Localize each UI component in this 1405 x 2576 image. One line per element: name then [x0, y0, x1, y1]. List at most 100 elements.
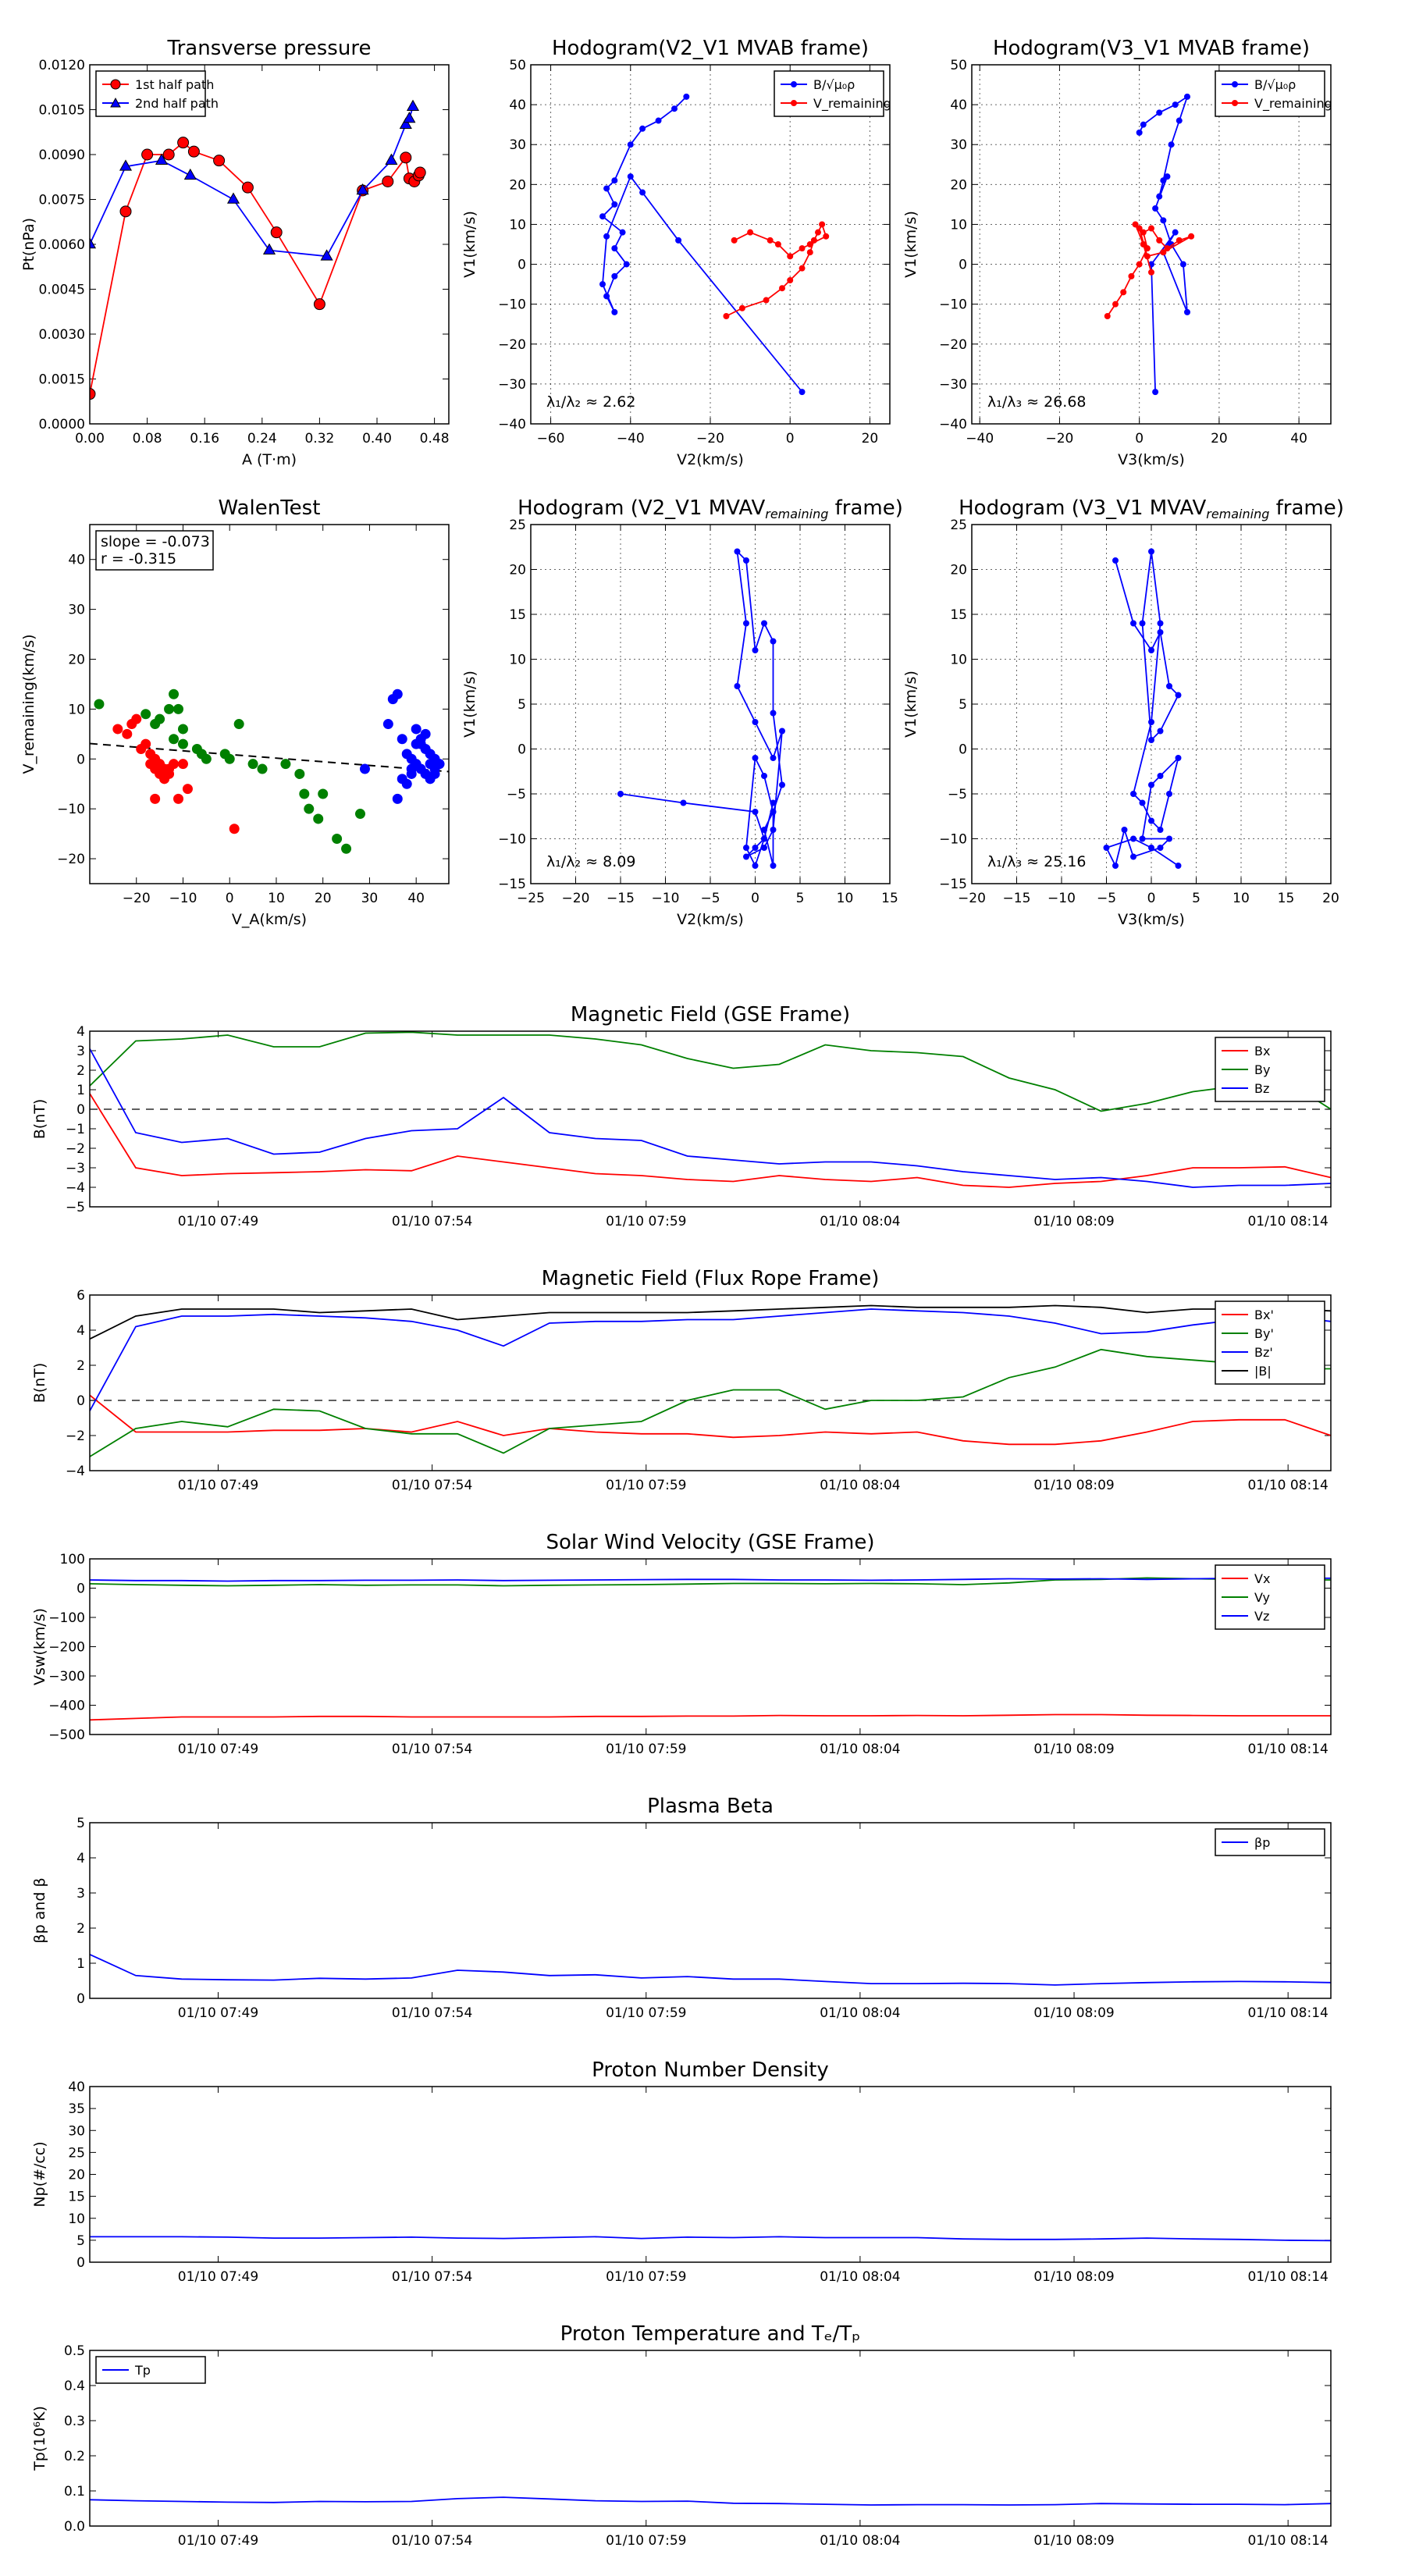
series-0-point — [1175, 692, 1182, 699]
walen-point-group-1 — [341, 843, 352, 854]
y-tick-label: −2 — [66, 1141, 85, 1157]
y-tick-label: 40 — [509, 98, 526, 113]
walen-point-group-1 — [280, 759, 291, 770]
walen-point-group-0 — [164, 763, 175, 774]
walen-point-group-0 — [112, 724, 123, 735]
series-v-remaining-point — [1144, 253, 1151, 260]
y-tick-label: 15 — [68, 2190, 85, 2205]
y-tick-label: 0.4 — [64, 2379, 85, 2394]
y-axis-label: Vsw(km/s) — [31, 1608, 48, 1685]
x-tick-label: 10 — [1232, 891, 1250, 906]
panel-proton-number-density: Proton Number Density 01/10 07:49 01/10 07… — [31, 2058, 1332, 2285]
panel-title: WalenTest — [219, 496, 321, 520]
series-b-point — [623, 261, 630, 268]
series-0-point — [761, 835, 767, 842]
panel-title: Proton Number Density — [592, 2058, 829, 2082]
series-v-remaining-point — [731, 237, 738, 244]
x-tick-label: 01/10 08:09 — [1033, 1214, 1114, 1229]
y-tick-label: 0.0030 — [39, 327, 85, 343]
series-0-point — [1130, 791, 1136, 797]
x-axis-label: V3(km/s) — [1118, 451, 1185, 468]
x-tick-label: 01/10 07:59 — [606, 1478, 686, 1493]
series-0-point — [1157, 845, 1164, 851]
y-tick-label: 40 — [68, 553, 85, 568]
series-b-point — [627, 173, 634, 180]
y-tick-label: 3 — [76, 1886, 85, 1902]
y-tick-label: 2 — [76, 1063, 85, 1079]
walen-point-group-0 — [159, 774, 170, 785]
plot-area — [90, 1577, 1331, 1721]
x-tick-label: 01/10 07:59 — [606, 2005, 686, 2021]
y-tick-label: 0 — [76, 1991, 85, 2007]
series-1st-half-path-marker — [313, 298, 325, 311]
legend-label: 2nd half path — [135, 96, 219, 111]
series-0-line — [1105, 551, 1180, 868]
series-b-point — [1160, 217, 1167, 224]
x-axis-label: V3(km/s) — [1118, 911, 1185, 928]
series-v-remaining-point — [763, 297, 770, 304]
series-0-point — [770, 809, 777, 815]
series-1st-half-path-marker — [119, 205, 132, 218]
series-0-point — [1148, 548, 1154, 555]
series-2nd-half-path-marker — [385, 153, 398, 165]
series-0-point — [1157, 773, 1164, 779]
x-tick-label: 01/10 08:14 — [1247, 1214, 1328, 1229]
series-v-remaining-point — [1176, 237, 1183, 244]
walen-point-group-1 — [257, 763, 268, 774]
y-tick-label: 25 — [509, 518, 526, 533]
panel-magnetic-field-gse: Magnetic Field (GSE Frame) 01/10 07:49 01/… — [31, 1003, 1332, 1229]
axes-frame — [89, 2350, 1332, 2527]
series-2nd-half-path-marker — [90, 237, 97, 249]
series-0-line — [90, 2236, 1331, 2242]
series-b-point — [611, 201, 618, 208]
walen-point-group-1 — [177, 724, 188, 735]
series-0-point — [1103, 845, 1110, 851]
x-tick-label: 0.16 — [190, 431, 219, 447]
walen-point-group-2 — [397, 774, 407, 785]
series-0-point — [1148, 719, 1154, 725]
plot-area — [599, 93, 830, 396]
series-b-point — [603, 185, 610, 192]
x-tick-label: 0 — [751, 891, 759, 906]
series-0-point — [779, 728, 785, 735]
series-0-line — [620, 550, 783, 868]
y-tick-label: 5 — [959, 697, 967, 713]
y-tick-label: 30 — [509, 137, 526, 153]
series-b-point — [619, 229, 626, 236]
series-0-point — [1157, 629, 1164, 635]
x-tick-label: 01/10 07:54 — [392, 1742, 472, 1757]
y-axis-label: Tp(10⁶K) — [31, 2406, 48, 2471]
panel-title: Hodogram(V2_V1 MVAB frame) — [552, 37, 869, 60]
y-tick-label: 0 — [959, 258, 967, 273]
walen-point-group-1 — [304, 803, 315, 814]
plot-area — [90, 1304, 1331, 1457]
walen-point-group-2 — [382, 719, 393, 730]
eigenvalue-ratio-annotation: λ₁/λ₃ ≈ 26.68 — [987, 393, 1087, 411]
series-0-point — [761, 773, 767, 779]
y-tick-label: 10 — [68, 702, 85, 717]
legend-label: B/√μ₀ρ — [813, 77, 855, 92]
series-0-point — [680, 799, 687, 806]
series-2nd-half-path-marker — [356, 183, 369, 195]
y-tick-label: 0 — [76, 1582, 85, 1597]
series-b-point — [1168, 141, 1175, 148]
series-v-remaining-point — [723, 313, 730, 319]
x-tick-label: 01/10 07:54 — [392, 2005, 472, 2021]
x-tick-label: 01/10 07:54 — [392, 1214, 472, 1229]
series-0-point — [752, 809, 759, 815]
walen-point-group-0 — [182, 784, 193, 795]
x-tick-label: 01/10 08:09 — [1033, 2533, 1114, 2549]
series-0-point — [1148, 817, 1154, 824]
panel-title: Magnetic Field (GSE Frame) — [571, 1003, 850, 1026]
x-tick-label: 01/10 07:49 — [178, 2005, 258, 2021]
series-v-remaining-point — [1112, 301, 1119, 308]
legend-label: Bz' — [1254, 1345, 1273, 1360]
x-tick-label: 0.08 — [133, 431, 162, 447]
series-v-remaining-point — [767, 237, 774, 244]
axes-frame — [971, 64, 1332, 425]
series-b-point — [1152, 205, 1159, 212]
y-tick-label: −4 — [66, 1464, 85, 1479]
panel-hodogram-v3-v1-mvav: Hodogram (V3_V1 MVAVremaining frame)−20−… — [902, 496, 1344, 928]
y-tick-label: 20 — [68, 653, 85, 668]
walen-point-group-1 — [169, 734, 180, 745]
